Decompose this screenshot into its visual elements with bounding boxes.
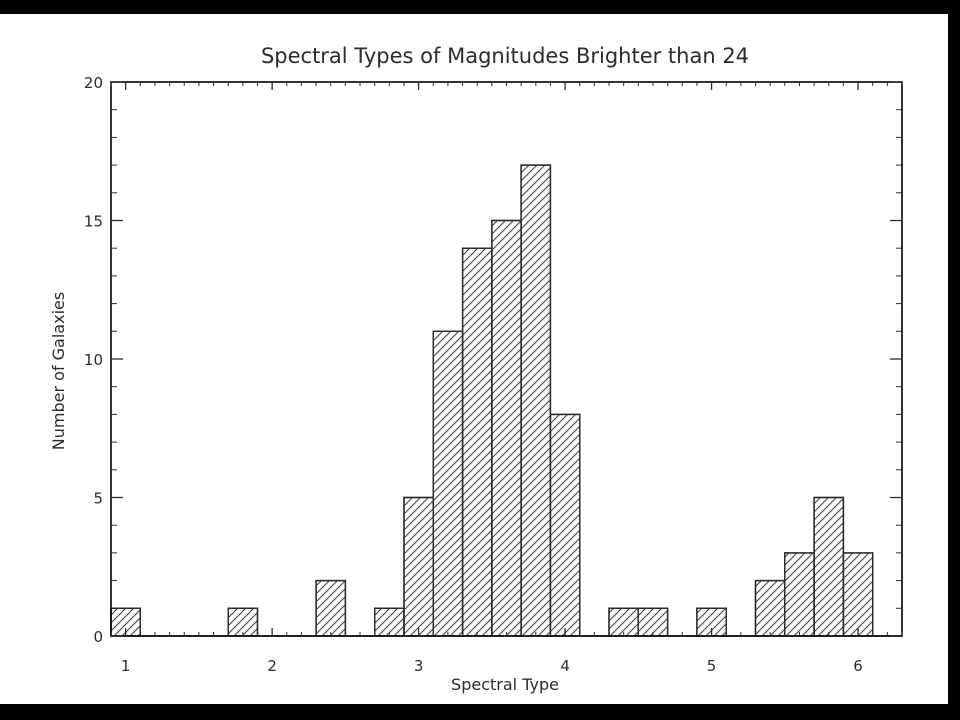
histogram-bar (491, 219, 522, 637)
y-tick-label: 15 (84, 213, 103, 231)
x-tick-label: 4 (560, 657, 570, 675)
histogram-bar (549, 413, 581, 637)
y-tick-label: 10 (84, 351, 103, 369)
y-axis-label: Number of Galaxies (49, 292, 68, 450)
y-tick-label: 5 (93, 490, 103, 508)
histogram-bar (813, 496, 845, 637)
histogram-bar (227, 607, 259, 637)
x-axis-label: Spectral Type (451, 675, 559, 694)
x-tick-label: 2 (267, 657, 277, 675)
plot-slide: Spectral Types of Magnitudes Brighter th… (0, 14, 948, 704)
histogram-chart: Spectral Types of Magnitudes Brighter th… (49, 44, 903, 694)
chart-title: Spectral Types of Magnitudes Brighter th… (261, 44, 749, 68)
histogram-bar (637, 607, 669, 637)
histogram-bar (754, 579, 786, 637)
x-tick-label: 3 (414, 657, 424, 675)
histogram-bar (432, 330, 464, 637)
x-tick-label: 6 (853, 657, 863, 675)
histogram-bar (608, 607, 639, 637)
histogram-bar (784, 552, 815, 637)
histogram-bars (110, 164, 902, 637)
x-tick-label: 5 (707, 657, 717, 675)
x-tick-label: 1 (121, 657, 131, 675)
histogram-outline (110, 164, 902, 637)
plot-axes: 1 2 3 4 5 6 0 5 10 15 20 (84, 74, 903, 675)
histogram-bar (520, 164, 552, 637)
histogram-bar (374, 607, 405, 637)
histogram-bar (403, 496, 434, 637)
y-tick-label: 0 (93, 628, 103, 646)
histogram-bar (842, 552, 874, 637)
histogram-bar (315, 579, 347, 637)
y-tick-label: 20 (84, 74, 103, 92)
histogram-bar (461, 247, 493, 637)
